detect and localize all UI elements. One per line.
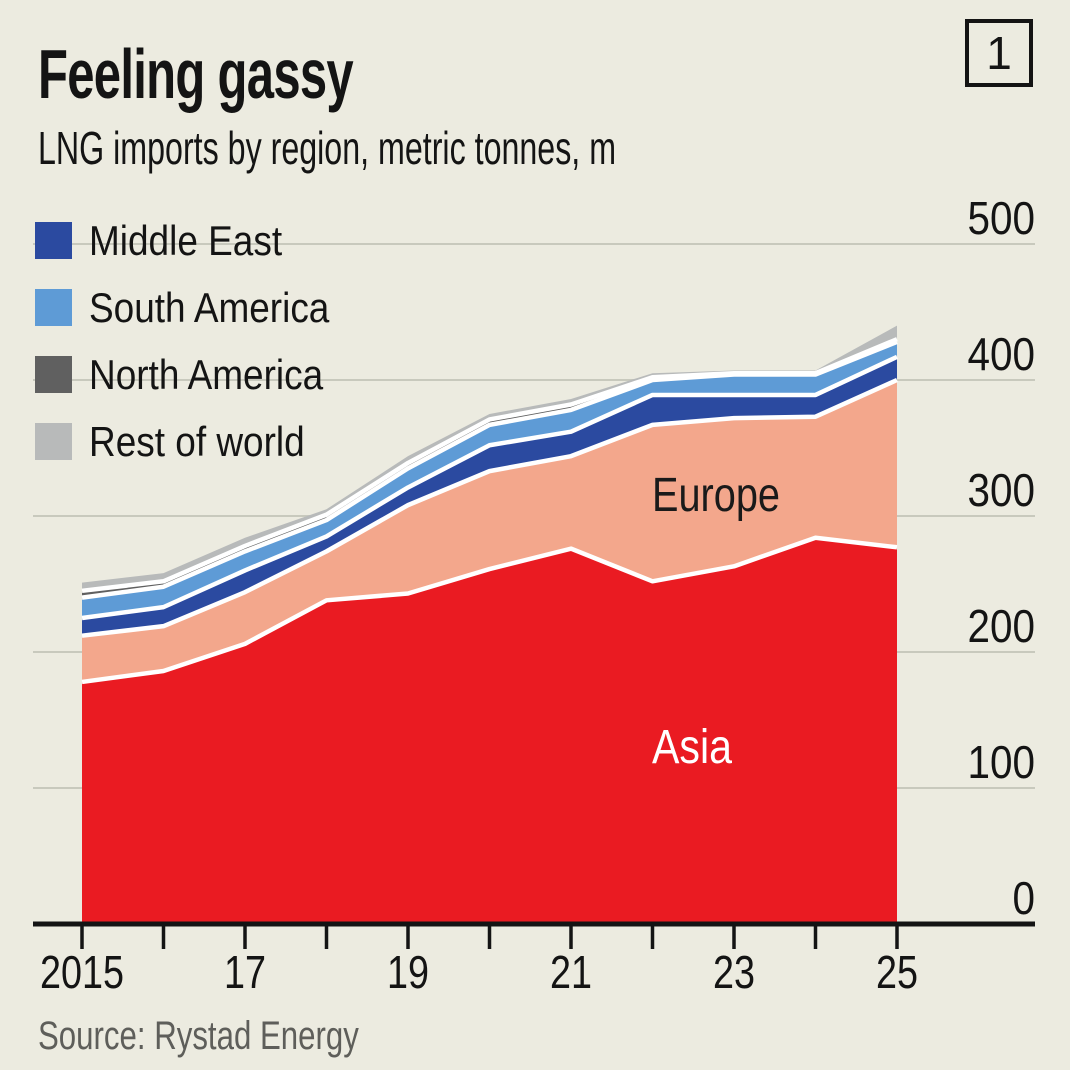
y-axis-label-100: 100 — [968, 736, 1036, 788]
legend-swatch-middle-east — [35, 222, 72, 259]
legend-label-rest-of-world: Rest of world — [89, 417, 305, 465]
x-axis-label-2019: 19 — [387, 946, 429, 998]
separator-above-north-america — [81, 337, 898, 594]
source-note: Source: Rystad Energy — [38, 1014, 359, 1058]
legend-label-south-america: South America — [89, 283, 330, 331]
chart-subtitle: LNG imports by region, metric tonnes, m — [38, 122, 617, 174]
legend-item-south-america: South America — [35, 284, 362, 331]
area-asia — [82, 537, 897, 924]
legend-swatch-north-america — [35, 356, 72, 393]
area-label-asia: Asia — [652, 721, 732, 774]
x-axis-label-2025: 25 — [876, 946, 918, 998]
x-axis-label-2023: 23 — [713, 946, 755, 998]
chart-legend: Middle East South America North America Res… — [35, 217, 362, 490]
separator-above-asia — [81, 535, 898, 685]
chart-title: Feeling gassy — [38, 35, 354, 113]
legend-item-middle-east: Middle East — [35, 217, 362, 264]
x-axis-label-2017: 17 — [224, 946, 266, 998]
legend-item-rest-of-world: Rest of world — [35, 418, 362, 465]
legend-label-middle-east: Middle East — [89, 216, 283, 264]
area-label-europe: Europe — [652, 469, 780, 522]
x-axis-label-2021: 21 — [550, 946, 592, 998]
y-axis-label-400: 400 — [968, 328, 1036, 380]
separator-above-middle-east — [81, 354, 898, 621]
legend-label-north-america: North America — [89, 350, 324, 398]
y-axis-label-0: 0 — [1013, 872, 1036, 924]
legend-swatch-south-america — [35, 289, 72, 326]
y-axis-label-200: 200 — [968, 600, 1036, 652]
legend-item-north-america: North America — [35, 351, 362, 398]
figure-number-badge: 1 — [965, 19, 1033, 87]
y-axis-label-500: 500 — [968, 192, 1036, 244]
separator-above-europe — [81, 377, 898, 638]
legend-swatch-rest-of-world — [35, 423, 72, 460]
x-axis-label-2015: 2015 — [40, 946, 124, 998]
y-axis-label-300: 300 — [968, 464, 1036, 516]
